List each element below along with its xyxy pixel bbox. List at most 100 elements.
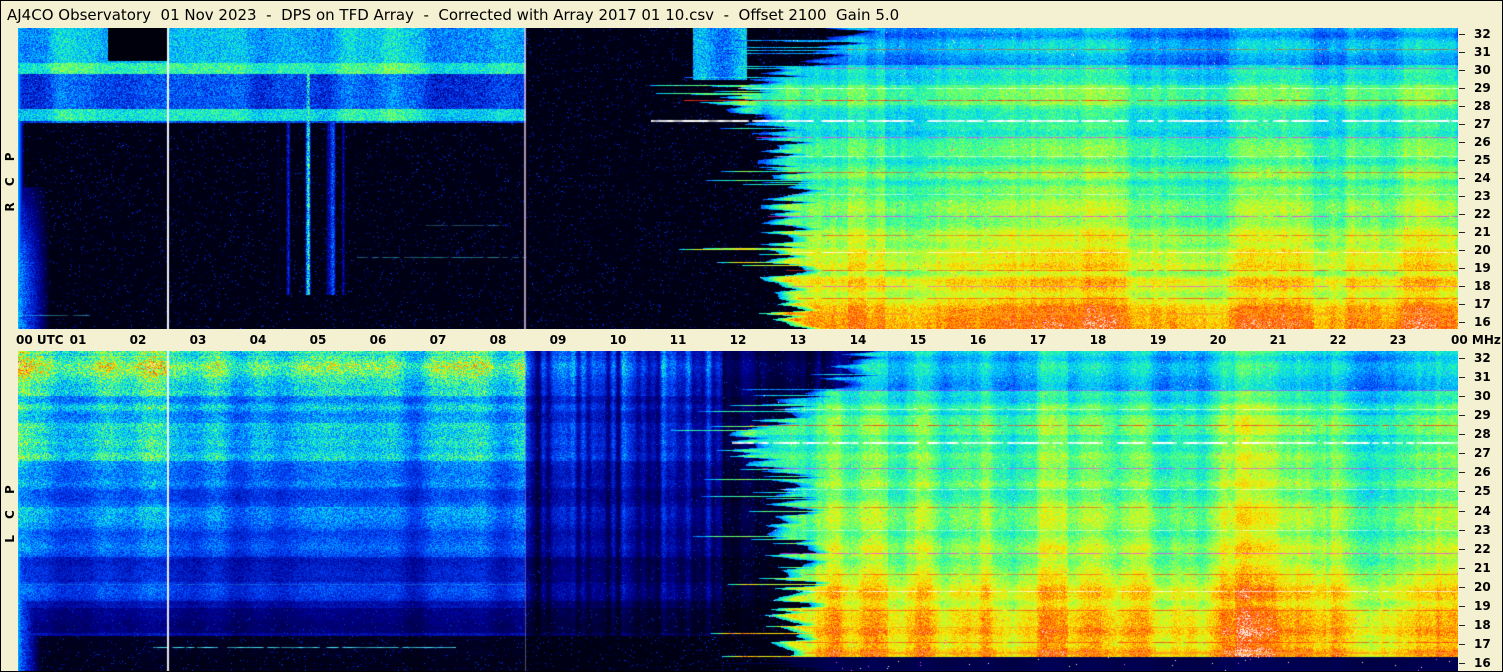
lcp-panel: L C P 32 31 30 29 28 27 26 25 24 23 22 21 20 19 18 17 16: [1, 351, 1502, 671]
time-axis-hour-label: 12: [729, 333, 747, 347]
freq-tick-label: 26: [1474, 465, 1491, 479]
freq-tickmark: [1459, 196, 1465, 197]
time-axis-hour-label: 22: [1329, 333, 1347, 347]
freq-tickmark: [1459, 34, 1465, 35]
time-axis-hour-label: 06: [369, 333, 387, 347]
freq-tick-label: 16: [1474, 656, 1491, 670]
freq-tick-label: 29: [1474, 81, 1491, 95]
freq-tick-label: 17: [1474, 637, 1491, 651]
freq-tickmark: [1459, 124, 1465, 125]
time-axis-hour-label: 18: [1089, 333, 1107, 347]
freq-tick-label: 28: [1474, 427, 1491, 441]
freq-tick-label: 25: [1474, 484, 1491, 498]
time-axis-hour-label: 05: [309, 333, 327, 347]
freq-tickmark: [1459, 530, 1465, 531]
freq-tickmark: [1459, 250, 1465, 251]
freq-tick-label: 26: [1474, 135, 1491, 149]
freq-tickmark: [1459, 70, 1465, 71]
freq-tickmark: [1459, 491, 1465, 492]
freq-tickmark: [1459, 511, 1465, 512]
rcp-panel: R C P 32 31 30 29 28 27 26 25 24 23 22 21 20 19 18 17 16: [1, 28, 1502, 329]
freq-tick-label: 20: [1474, 580, 1491, 594]
time-axis-hour-label: 13: [789, 333, 807, 347]
lcp-spectrogram-canvas: [18, 351, 1458, 671]
rcp-spectrogram-canvas: [18, 28, 1458, 329]
time-axis-hour-label: 03: [189, 333, 207, 347]
freq-tick-label: 23: [1474, 523, 1491, 537]
freq-tickmark: [1459, 625, 1465, 626]
time-axis-hour-label: 04: [249, 333, 267, 347]
lcp-panel-label-text: L C P: [2, 479, 17, 543]
freq-tickmark: [1459, 453, 1465, 454]
freq-tickmark: [1459, 160, 1465, 161]
freq-tick-label: 22: [1474, 542, 1491, 556]
freq-tickmark: [1459, 304, 1465, 305]
freq-tickmark: [1459, 606, 1465, 607]
freq-tick-label: 21: [1474, 225, 1491, 239]
freq-tick-label: 32: [1474, 351, 1491, 365]
freq-tickmark: [1459, 214, 1465, 215]
time-axis-hour-label: 02: [129, 333, 147, 347]
freq-tick-label: 21: [1474, 561, 1491, 575]
freq-tickmark: [1459, 415, 1465, 416]
freq-tick-label: 20: [1474, 243, 1491, 257]
freq-tickmark: [1459, 396, 1465, 397]
freq-tick-label: 27: [1474, 446, 1491, 460]
freq-tick-label: 28: [1474, 99, 1491, 113]
freq-tick-label: 31: [1474, 45, 1491, 59]
freq-tickmark: [1459, 106, 1465, 107]
freq-tickmark: [1459, 232, 1465, 233]
time-axis-hour-label: 15: [909, 333, 927, 347]
freq-tick-label: 31: [1474, 370, 1491, 384]
freq-tickmark: [1459, 663, 1465, 664]
freq-tickmark: [1459, 322, 1465, 323]
freq-tickmark: [1459, 268, 1465, 269]
title-bar: AJ4CO Observatory 01 Nov 2023 - DPS on T…: [1, 1, 1502, 28]
freq-tick-label: 18: [1474, 279, 1491, 293]
freq-tick-label: 25: [1474, 153, 1491, 167]
time-axis-hour-label: 21: [1269, 333, 1287, 347]
freq-tick-label: 29: [1474, 408, 1491, 422]
lcp-panel-label: L C P: [1, 351, 18, 671]
freq-tickmark: [1459, 358, 1465, 359]
freq-tickmark: [1459, 568, 1465, 569]
freq-tickmark: [1459, 88, 1465, 89]
freq-tick-label: 32: [1474, 27, 1491, 41]
time-axis: 00 UTC 01 02 03 04 05 06 07 08 09 10 11 12 13 14 15 16 17…: [1, 329, 1502, 351]
time-axis-start-label: 00 UTC: [16, 333, 64, 347]
freq-tickmark: [1459, 52, 1465, 53]
freq-tick-label: 18: [1474, 618, 1491, 632]
time-axis-hour-label: 20: [1209, 333, 1227, 347]
freq-tick-label: 23: [1474, 189, 1491, 203]
time-axis-hour-label: 11: [669, 333, 687, 347]
time-axis-hour-label: 01: [69, 333, 87, 347]
freq-tick-label: 30: [1474, 389, 1491, 403]
freq-tick-label: 27: [1474, 117, 1491, 131]
freq-tickmark: [1459, 587, 1465, 588]
rcp-panel-label: R C P: [1, 28, 18, 329]
freq-tickmark: [1459, 472, 1465, 473]
time-axis-hour-label: 14: [849, 333, 867, 347]
freq-tick-label: 17: [1474, 297, 1491, 311]
time-axis-hour-label: 17: [1029, 333, 1047, 347]
freq-tick-label: 19: [1474, 261, 1491, 275]
rcp-panel-label-text: R C P: [2, 145, 17, 212]
freq-tick-label: 19: [1474, 599, 1491, 613]
freq-tickmark: [1459, 549, 1465, 550]
page-title: AJ4CO Observatory 01 Nov 2023 - DPS on T…: [7, 5, 900, 24]
freq-tickmark: [1459, 178, 1465, 179]
rcp-frequency-axis: 32 31 30 29 28 27 26 25 24 23 22 21 20 19 18 17 16: [1458, 28, 1502, 329]
freq-tickmark: [1459, 286, 1465, 287]
freq-tick-label: 16: [1474, 315, 1491, 329]
time-axis-hour-label: 10: [609, 333, 627, 347]
time-axis-hour-label: 23: [1389, 333, 1407, 347]
freq-tick-label: 30: [1474, 63, 1491, 77]
time-axis-hour-label: 16: [969, 333, 987, 347]
time-axis-hour-label: 09: [549, 333, 567, 347]
time-axis-hour-label: 19: [1149, 333, 1167, 347]
freq-tick-label: 24: [1474, 171, 1491, 185]
freq-tick-label: 24: [1474, 504, 1491, 518]
lcp-frequency-axis: 32 31 30 29 28 27 26 25 24 23 22 21 20 19 18 17 16: [1458, 351, 1502, 671]
time-axis-end-label: 00 MHz: [1451, 333, 1501, 347]
